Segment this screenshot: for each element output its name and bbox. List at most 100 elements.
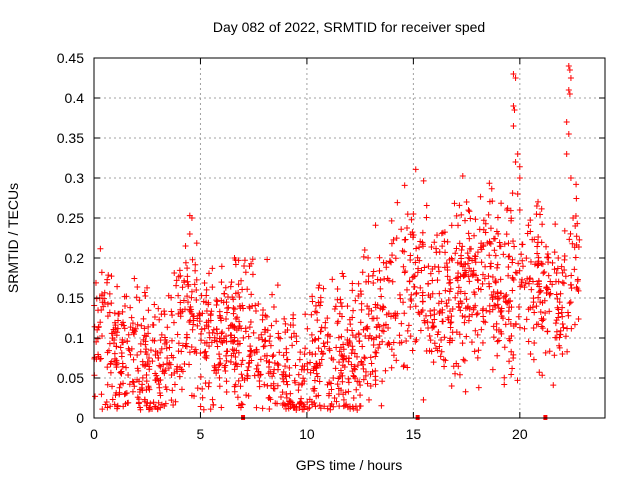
data-point <box>288 399 295 406</box>
data-point <box>352 297 359 304</box>
data-point <box>223 352 230 359</box>
data-point <box>436 309 443 316</box>
data-point <box>408 291 415 298</box>
data-point <box>266 406 273 413</box>
data-point <box>434 232 441 239</box>
data-point <box>388 364 395 371</box>
data-point <box>280 352 287 359</box>
data-point <box>138 322 145 329</box>
data-point <box>468 245 475 252</box>
data-point <box>455 270 462 277</box>
x-tick-label: 20 <box>512 426 528 442</box>
data-point <box>409 229 416 236</box>
data-point <box>407 252 414 259</box>
data-point <box>192 267 199 274</box>
data-point <box>140 315 147 322</box>
data-point <box>330 375 337 381</box>
data-point <box>152 370 159 377</box>
data-point <box>112 324 119 331</box>
y-tick-label: 0.35 <box>57 130 84 146</box>
data-point <box>464 304 471 311</box>
data-point <box>339 372 346 379</box>
data-point <box>465 273 472 280</box>
data-point <box>324 405 331 412</box>
data-point <box>301 403 308 410</box>
data-point <box>408 216 415 223</box>
data-point <box>298 366 305 373</box>
data-point <box>378 293 385 300</box>
data-point <box>489 306 496 313</box>
data-point <box>451 200 458 207</box>
y-tick-label: 0.25 <box>57 210 84 226</box>
data-point <box>188 306 195 313</box>
data-point <box>326 379 333 386</box>
data-point <box>119 308 126 315</box>
data-point <box>503 231 510 238</box>
data-point <box>312 302 319 309</box>
data-point <box>157 337 164 344</box>
data-point <box>525 222 532 229</box>
data-point <box>355 292 362 299</box>
data-point <box>523 255 530 262</box>
data-point <box>539 221 546 228</box>
data-point <box>528 286 535 293</box>
data-point <box>508 304 515 311</box>
data-point <box>565 87 572 93</box>
data-point <box>435 268 442 275</box>
data-point <box>516 175 523 181</box>
data-point <box>514 151 521 157</box>
data-point <box>447 285 454 292</box>
data-point <box>143 351 150 358</box>
data-point <box>334 286 341 293</box>
data-point <box>364 303 371 310</box>
data-point <box>298 395 305 402</box>
data-point <box>568 272 575 279</box>
data-point <box>492 252 499 259</box>
data-point <box>463 199 470 205</box>
data-point <box>435 300 442 307</box>
data-point <box>573 181 580 188</box>
data-point <box>308 331 315 338</box>
data-point <box>354 378 361 385</box>
data-point <box>151 337 158 344</box>
data-point <box>570 215 577 221</box>
data-point <box>431 340 438 347</box>
data-point <box>286 364 293 371</box>
data-point <box>494 301 501 308</box>
data-point <box>407 333 414 340</box>
data-point <box>372 373 379 380</box>
data-point <box>301 351 308 358</box>
data-point <box>507 320 514 327</box>
data-point <box>309 293 316 300</box>
data-point <box>260 307 267 314</box>
data-point <box>502 293 509 300</box>
data-point <box>459 243 466 250</box>
data-point <box>188 392 195 399</box>
data-point <box>544 250 551 257</box>
data-point <box>244 286 251 293</box>
data-point <box>446 288 453 295</box>
data-point <box>349 332 356 339</box>
data-point <box>331 395 338 401</box>
data-point <box>494 352 501 359</box>
data-point <box>452 370 459 377</box>
data-point <box>490 334 497 341</box>
data-point <box>452 250 459 257</box>
data-point <box>185 281 192 288</box>
data-point <box>184 273 191 280</box>
data-point <box>217 335 224 342</box>
data-point <box>471 348 478 355</box>
data-point <box>495 337 502 344</box>
data-point <box>109 396 116 403</box>
data-point <box>129 320 136 327</box>
data-point <box>239 286 246 293</box>
data-point <box>480 313 487 320</box>
data-point <box>506 335 513 342</box>
data-point <box>496 243 503 250</box>
data-point <box>207 406 214 413</box>
data-point <box>143 333 150 340</box>
data-point <box>317 328 324 335</box>
data-point <box>533 203 540 210</box>
data-point <box>264 256 271 263</box>
data-point <box>146 366 153 373</box>
